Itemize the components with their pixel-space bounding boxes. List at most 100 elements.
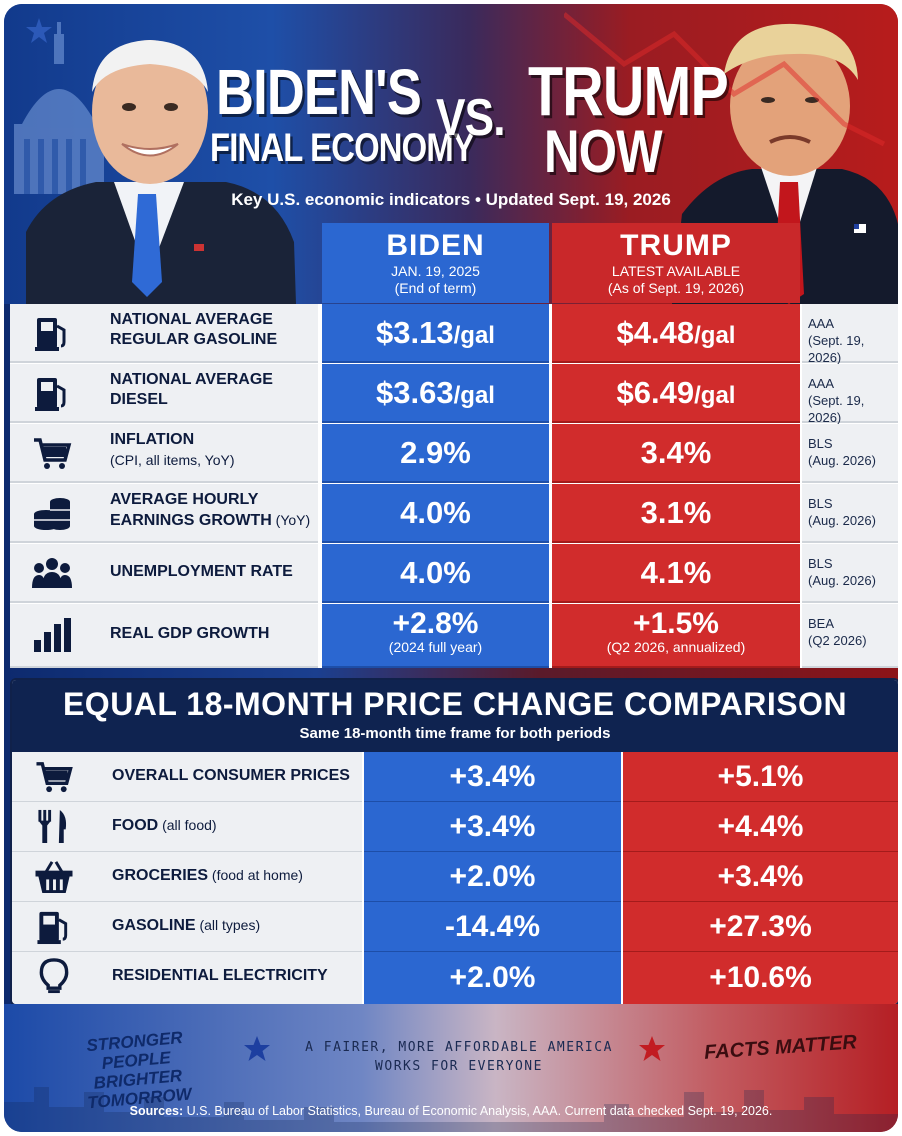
trump-change-value: +27.3% [623,902,898,952]
biden-value-cell: $3.63/gal [322,364,549,423]
biden-change-value: +2.0% [364,952,621,1004]
comparison-label-note: (all types) [195,917,261,933]
indicator-label-line2: EARNINGS GROWTH [110,512,272,529]
source-date: (Sept. 19, 2026) [808,393,865,425]
blue-star-icon [244,1036,270,1061]
comparison-label: RESIDENTIAL ELECTRICITY [112,967,328,984]
biden-value-cell: +2.8% (2024 full year) [322,604,549,668]
trump-value-cell: $4.48/gal [552,304,800,363]
biden-unit: /gal [453,322,495,349]
gas-pump-icon [35,318,66,351]
source-name: AAA [808,376,835,391]
indicator-row: UNEMPLOYMENT RATE 4.0% 4.1% BLS (Aug. 202… [10,544,898,603]
source-name: BLS [808,496,833,511]
biden-change-value: +2.0% [364,852,621,902]
trump-value: +1.5% [633,607,719,640]
biden-unit: /gal [453,382,495,409]
footer [4,1004,898,1132]
trump-value: 4.1% [640,555,712,590]
indicator-label: INFLATION [110,431,195,448]
bar-chart-icon [34,618,71,652]
source-name: BEA [808,616,835,631]
indicator-label-line2: (CPI, all items, YoY) [110,452,235,468]
skyline-graphic [4,1087,898,1132]
biden-title-line1: BIDEN'S [216,56,422,128]
indicator-label-line2: REGULAR GASOLINE [110,331,278,348]
trump-change-value: +4.4% [623,802,898,852]
indicator-row: AVERAGE HOURLY EARNINGS GROWTH (YoY) 4.0%… [10,484,898,543]
comparison-header: EQUAL 18-MONTH PRICE CHANGE COMPARISON S… [12,680,898,752]
trump-value-cell: 3.1% [552,484,800,543]
biden-value: 4.0% [400,555,471,590]
comparison-label: FOOD [112,817,159,834]
trump-column-note: (As of Sept. 19, 2026) [607,280,745,296]
indicator-row: REAL GDP GROWTH +2.8% (2024 full year) +… [10,604,898,668]
biden-column-date: JAN. 19, 2025 [391,263,480,279]
biden-change-value: +3.4% [364,802,621,852]
comparison-title: EQUAL 18-MONTH PRICE CHANGE COMPARISON [62,686,848,722]
source-date: (Q2 2026) [808,633,867,648]
indicator-label-cell: REAL GDP GROWTH [10,604,318,668]
comparison-row: FOOD (all food) +3.4% +4.4% [12,802,898,852]
shopping-cart-icon [34,438,72,469]
comparison-row: GASOLINE (all types) -14.4% +27.3% [12,902,898,952]
indicator-label-suffix: (YoY) [271,512,311,528]
biden-value-cell: $3.13/gal [322,304,549,363]
source-date: (Aug. 2026) [808,453,876,468]
source-cell: BLS (Aug. 2026) [802,484,898,543]
lightbulb-icon [39,958,69,994]
indicator-label-cell: INFLATION (CPI, all items, YoY) [10,424,318,483]
trump-title-line2: NOW [544,118,663,185]
trump-unit: /gal [694,382,736,409]
indicator-label: NATIONAL AVERAGE [110,371,273,388]
trump-value-note: (Q2 2026, annualized) [606,639,746,655]
comparison-subtitle: Same 18-month time frame for both period… [299,725,611,742]
indicator-row: INFLATION (CPI, all items, YoY) 2.9% 3.4%… [10,424,898,483]
people-icon [32,558,72,588]
biden-portrait [26,22,296,304]
trump-value-cell: 4.1% [552,544,800,603]
biden-value-note: (2024 full year) [388,639,483,655]
infographic-card: BIDEN'S FINAL ECONOMY VS. TRUMP NOW Key … [4,4,898,1132]
shopping-cart-icon [36,762,73,793]
trump-column-name: TRUMP [620,229,732,262]
biden-column-name: BIDEN [386,229,485,262]
source-cell: AAA (Sept. 19, 2026) [802,364,898,425]
sources-text: U.S. Bureau of Labor Statistics, Bureau … [183,1104,773,1118]
trump-value: $6.49 [616,375,695,410]
source-cell: BLS (Aug. 2026) [802,544,898,603]
trump-value-cell: $6.49/gal [552,364,800,423]
trump-change-value: +10.6% [623,952,898,1004]
indicator-label-line2: DIESEL [110,391,168,408]
slogan-fairer-america: A FAIRER, MORE AFFORDABLE AMERICA WORKS … [304,1038,614,1076]
capitol-illustration [14,22,104,194]
indicator-label-cell: NATIONAL AVERAGE REGULAR GASOLINE [10,304,318,363]
sources-label: Sources: [129,1104,184,1118]
fork-knife-icon [38,809,67,844]
source-date: (Aug. 2026) [808,513,876,528]
biden-value: $3.13 [376,315,454,350]
trump-value: 3.4% [640,435,712,470]
trump-change-value: +5.1% [623,752,898,802]
comparison-label-note: (food at home) [208,867,303,883]
comparison-label: GROCERIES [112,867,209,884]
comparison-row: RESIDENTIAL ELECTRICITY +2.0% +10.6% [12,952,898,1004]
biden-change-value: -14.4% [364,902,621,952]
coins-icon [34,498,70,530]
trump-value-cell: 3.4% [552,424,800,483]
indicator-label: NATIONAL AVERAGE [110,311,273,328]
biden-value-cell: 2.9% [322,424,549,483]
comparison-row: GROCERIES (food at home) +2.0% +3.4% [12,852,898,902]
comparison-label-note: (all food) [158,817,217,833]
source-date: (Sept. 19, 2026) [808,333,865,365]
comparison-label: OVERALL CONSUMER PRICES [112,767,350,784]
biden-value: $3.63 [376,375,454,410]
vs-label: VS. [436,89,506,147]
indicator-label-cell: NATIONAL AVERAGE DIESEL [10,364,318,423]
indicator-row: NATIONAL AVERAGE REGULAR GASOLINE $3.13/g… [10,304,898,365]
biden-column-header: BIDEN JAN. 19, 2025 (End of term) [322,223,549,303]
comparison-label: GASOLINE [112,917,196,934]
trump-column-header: TRUMP LATEST AVAILABLE (As of Sept. 19, … [552,223,800,303]
biden-value-cell: 4.0% [322,484,549,543]
source-date: (Aug. 2026) [808,573,876,588]
